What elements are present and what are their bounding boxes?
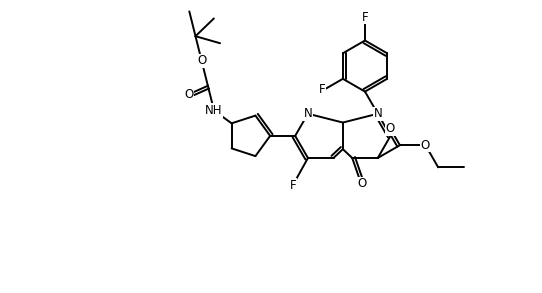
- Text: O: O: [197, 54, 207, 67]
- Text: F: F: [291, 179, 297, 192]
- Text: O: O: [421, 139, 430, 152]
- Text: N: N: [373, 107, 382, 120]
- Text: N: N: [304, 107, 312, 120]
- Text: O: O: [357, 177, 366, 190]
- Text: NH: NH: [205, 104, 223, 117]
- Text: F: F: [362, 11, 369, 24]
- Text: O: O: [185, 88, 194, 100]
- Text: O: O: [386, 122, 395, 135]
- Text: F: F: [319, 83, 326, 96]
